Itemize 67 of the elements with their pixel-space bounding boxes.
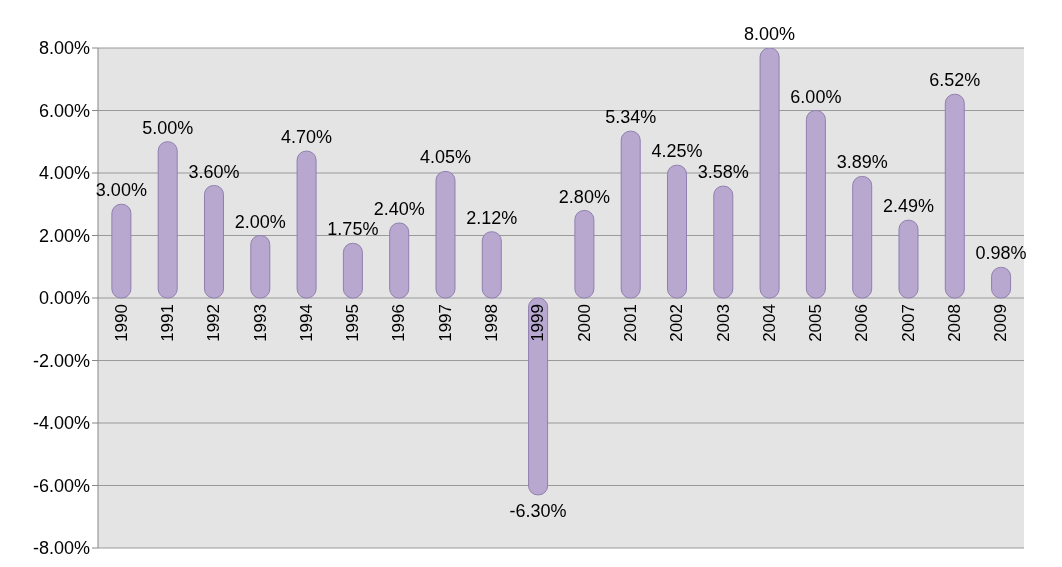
bar xyxy=(528,297,549,496)
bar xyxy=(203,185,224,299)
bar xyxy=(713,185,734,299)
x-tick-label: 2003 xyxy=(713,304,733,342)
data-label: 5.00% xyxy=(142,117,194,138)
data-label: 2.12% xyxy=(466,207,518,228)
data-label: 4.05% xyxy=(419,147,472,168)
bar xyxy=(435,170,456,299)
data-label: 6.52% xyxy=(929,70,981,91)
data-label: 8.00% xyxy=(744,24,796,44)
bar xyxy=(111,203,132,299)
y-tick-label: -6.00% xyxy=(32,475,90,496)
x-tick-label: 1999 xyxy=(528,304,548,342)
x-tick-label: 2009 xyxy=(991,304,1011,342)
data-label: 5.34% xyxy=(605,107,657,128)
x-tick-label: 2005 xyxy=(806,304,826,342)
x-tick-label: 1997 xyxy=(435,304,455,342)
x-tick-label: 1998 xyxy=(482,304,502,342)
bar xyxy=(157,141,178,299)
bar xyxy=(852,175,873,299)
bar xyxy=(666,164,687,299)
data-label: -6.30% xyxy=(509,500,567,521)
x-tick-label: 2006 xyxy=(852,304,872,342)
x-tick-label: 1994 xyxy=(296,304,316,342)
bar xyxy=(805,110,826,299)
y-tick-label: 4.00% xyxy=(38,163,90,184)
bar xyxy=(481,231,502,299)
x-tick-label: 2008 xyxy=(945,304,965,342)
x-tick-label: 1990 xyxy=(111,304,131,342)
bar xyxy=(759,48,780,299)
y-tick-label: -2.00% xyxy=(32,350,90,371)
x-tick-label: 1995 xyxy=(343,304,363,342)
bar xyxy=(898,219,919,299)
data-label: 2.80% xyxy=(558,186,610,207)
y-tick-label: 8.00% xyxy=(38,38,90,59)
data-label: 2.40% xyxy=(373,199,425,219)
bar xyxy=(250,235,271,299)
data-label: 0.98% xyxy=(975,243,1027,264)
bar xyxy=(944,93,965,299)
x-tick-label: 1996 xyxy=(389,304,409,342)
x-tick-label: 2004 xyxy=(759,304,779,342)
data-label: 6.00% xyxy=(790,86,842,107)
x-tick-label: 2001 xyxy=(620,304,640,342)
data-label: 3.89% xyxy=(836,152,888,173)
x-tick-label: 1991 xyxy=(157,304,177,342)
bar xyxy=(620,130,641,299)
x-tick-label: 1992 xyxy=(204,304,224,342)
y-tick-label: 2.00% xyxy=(38,225,90,246)
y-tick-label: -8.00% xyxy=(32,538,90,559)
bar xyxy=(574,210,595,299)
y-tick-label: -4.00% xyxy=(32,413,90,434)
x-tick-label: 2000 xyxy=(574,304,594,342)
data-label: 3.60% xyxy=(188,161,240,182)
x-tick-label: 2002 xyxy=(667,304,687,342)
y-tick-label: 0.00% xyxy=(38,288,90,309)
data-label: 4.70% xyxy=(281,127,333,148)
y-tick-label: 6.00% xyxy=(38,100,90,121)
data-label: 2.00% xyxy=(234,211,286,232)
data-label: 1.75% xyxy=(327,219,379,240)
x-tick-label: 1993 xyxy=(250,304,270,342)
data-label: 3.00% xyxy=(95,180,147,201)
data-label: 2.49% xyxy=(882,196,935,217)
data-label: 3.58% xyxy=(697,162,749,183)
bar xyxy=(389,222,410,299)
x-tick-label: 2007 xyxy=(898,304,918,342)
data-label: 4.25% xyxy=(651,141,703,162)
bar xyxy=(296,150,317,299)
